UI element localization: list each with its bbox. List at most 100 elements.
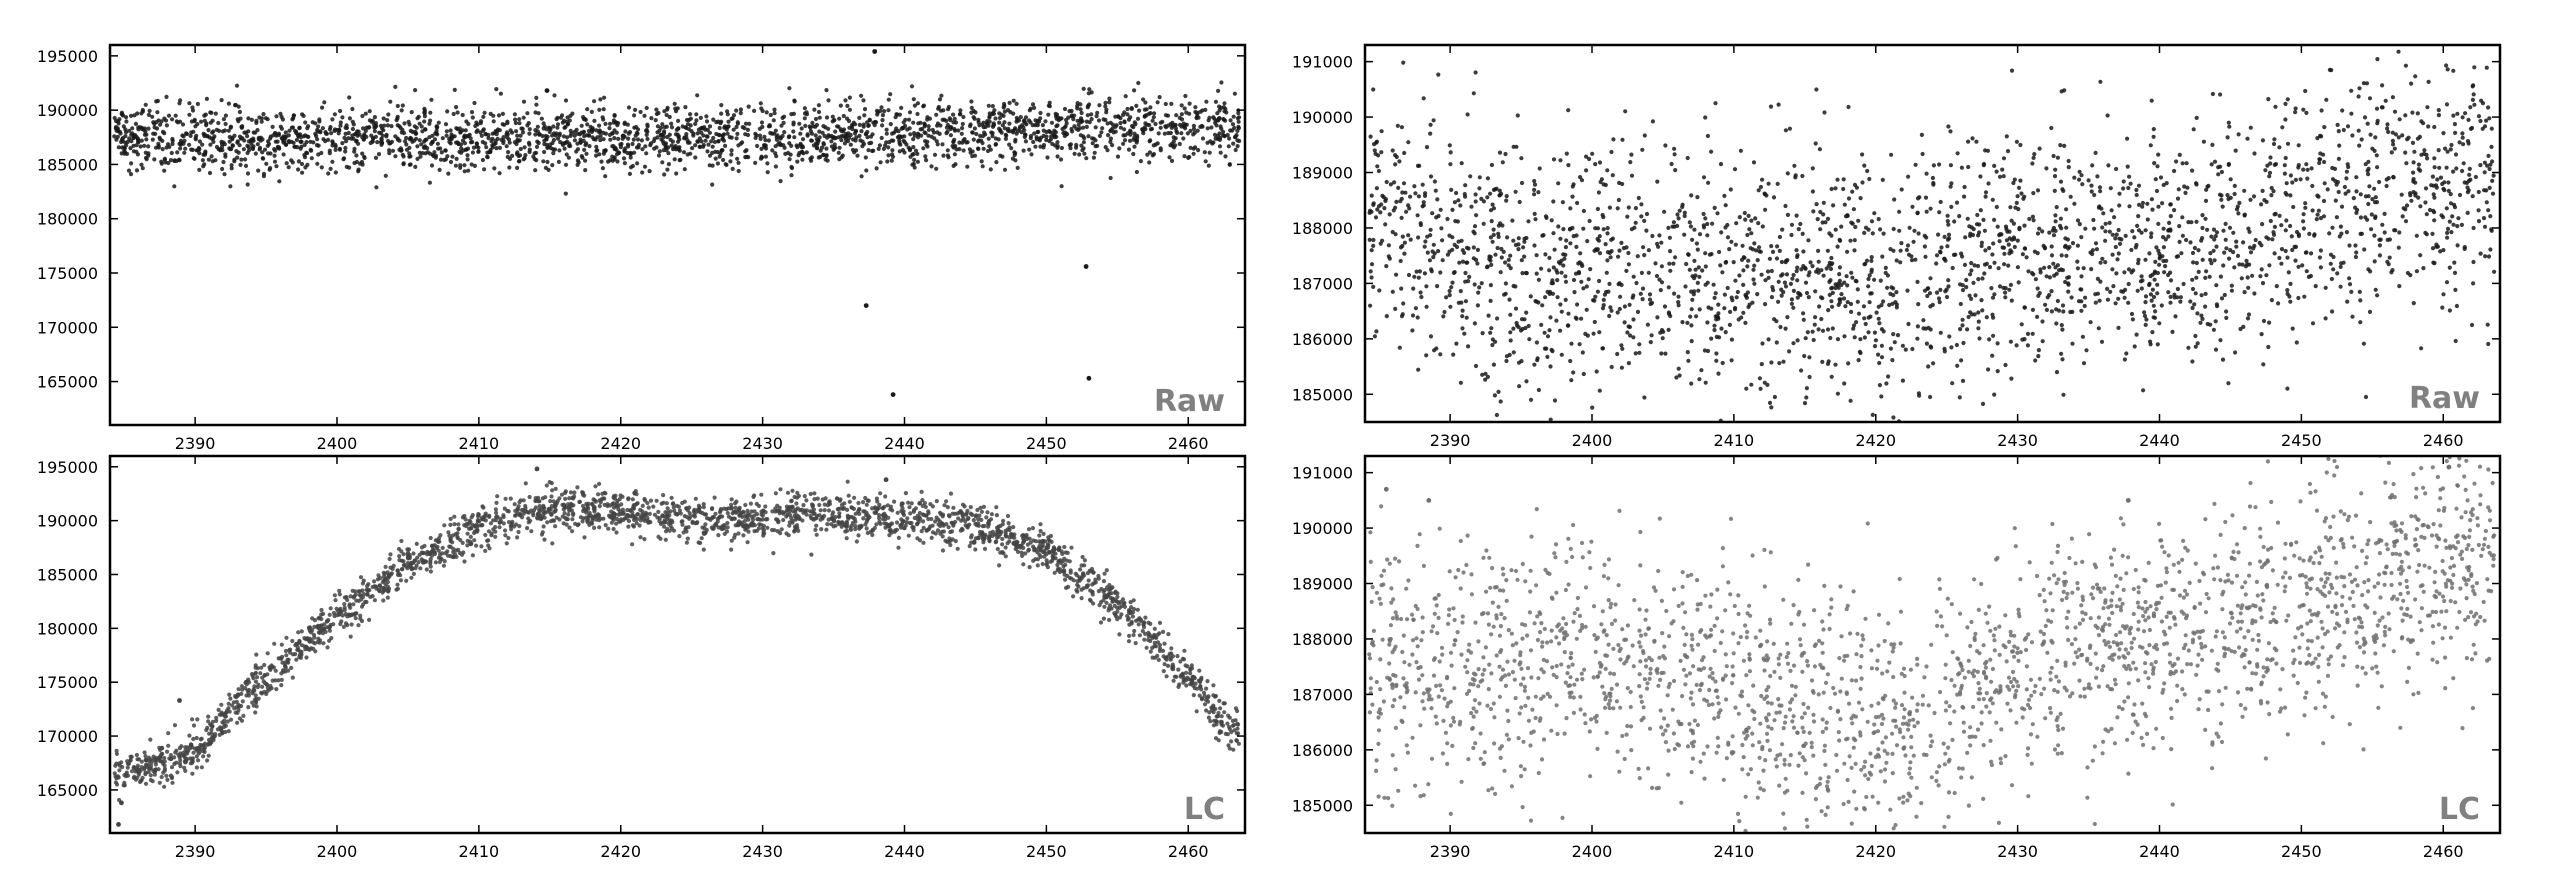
x-tick-label: 2410 (459, 434, 500, 453)
data-point (251, 138, 256, 143)
data-point (2064, 253, 2069, 258)
data-point (612, 136, 617, 141)
data-point (208, 142, 213, 147)
data-point (1489, 262, 1494, 267)
data-point (2178, 295, 2183, 300)
data-point (2378, 237, 2383, 242)
data-point (1755, 258, 1760, 263)
data-point (1379, 150, 1384, 155)
data-point (2036, 293, 2041, 298)
data-point (2154, 245, 2159, 250)
data-point (452, 87, 457, 92)
data-point (781, 120, 786, 125)
data-point (1869, 291, 1874, 296)
data-point (2248, 197, 2253, 202)
outlier-point (890, 392, 896, 397)
data-point (2105, 297, 2110, 302)
data-point (2205, 321, 2210, 327)
data-point (1595, 236, 1600, 242)
data-point (260, 137, 265, 142)
data-point (710, 144, 715, 149)
data-point (422, 119, 427, 124)
data-point (1393, 232, 1398, 237)
data-point (1960, 283, 1965, 288)
data-point (1671, 220, 1676, 225)
data-point (952, 127, 957, 132)
x-tick-label: 2450 (1026, 434, 1067, 453)
data-point (1232, 125, 1237, 131)
data-point (308, 147, 313, 152)
data-point (1916, 231, 1921, 236)
data-point (1157, 95, 1162, 100)
data-point (1610, 173, 1615, 178)
data-point (1058, 157, 1064, 162)
data-point (1428, 174, 1434, 179)
data-point (1639, 202, 1644, 207)
data-point (1795, 338, 1800, 343)
data-point (1110, 143, 1115, 148)
data-point (1383, 197, 1388, 202)
data-point (1628, 333, 1633, 338)
data-point (852, 131, 858, 136)
data-point (813, 133, 818, 138)
data-point (2047, 275, 2052, 280)
data-point (160, 129, 166, 134)
data-point (799, 145, 804, 150)
data-point (226, 101, 231, 106)
data-point (417, 121, 422, 126)
data-point (273, 148, 278, 153)
data-point (1792, 163, 1797, 168)
data-point (515, 133, 520, 138)
data-point (216, 120, 221, 126)
data-point (1551, 265, 1556, 270)
data-point (1813, 315, 1818, 320)
data-point (389, 124, 394, 129)
data-point (1722, 306, 1727, 311)
data-point (715, 161, 721, 166)
data-point (347, 95, 352, 100)
data-point (988, 147, 993, 152)
data-point (1504, 194, 1509, 199)
data-point (1966, 139, 1971, 144)
data-point (527, 127, 532, 132)
y-tick-label: 195000 (37, 47, 98, 66)
data-point (2367, 184, 2372, 189)
data-point (2319, 108, 2324, 113)
data-point (1866, 330, 1871, 335)
data-point (209, 136, 215, 141)
data-point (1059, 145, 1064, 151)
data-point (2077, 222, 2082, 227)
data-point (438, 146, 443, 151)
data-point (681, 150, 687, 155)
data-point (2447, 308, 2452, 313)
data-point (2213, 347, 2219, 352)
data-point (2288, 299, 2293, 304)
data-point (1400, 190, 1405, 195)
data-point (203, 112, 208, 117)
data-point (1642, 395, 1647, 400)
data-point (800, 137, 806, 142)
data-point (470, 150, 475, 155)
data-point (1394, 199, 1399, 204)
data-point (1438, 352, 1443, 357)
data-point (338, 108, 343, 114)
data-point (2172, 292, 2177, 297)
data-point (599, 159, 604, 164)
data-point (1212, 116, 1217, 121)
data-point (457, 149, 462, 154)
data-point (2296, 295, 2301, 301)
data-point (2168, 300, 2173, 305)
data-point (1846, 361, 1851, 366)
data-point (153, 131, 158, 136)
data-point (1052, 135, 1057, 140)
data-point (515, 139, 521, 144)
data-point (338, 123, 343, 128)
data-point (1919, 132, 1924, 137)
data-point (1035, 130, 1040, 135)
data-point (1938, 199, 1943, 205)
data-point (2131, 268, 2136, 273)
data-point (645, 129, 650, 134)
data-point (1233, 134, 1238, 139)
data-point (2055, 155, 2060, 160)
data-point (913, 148, 919, 153)
